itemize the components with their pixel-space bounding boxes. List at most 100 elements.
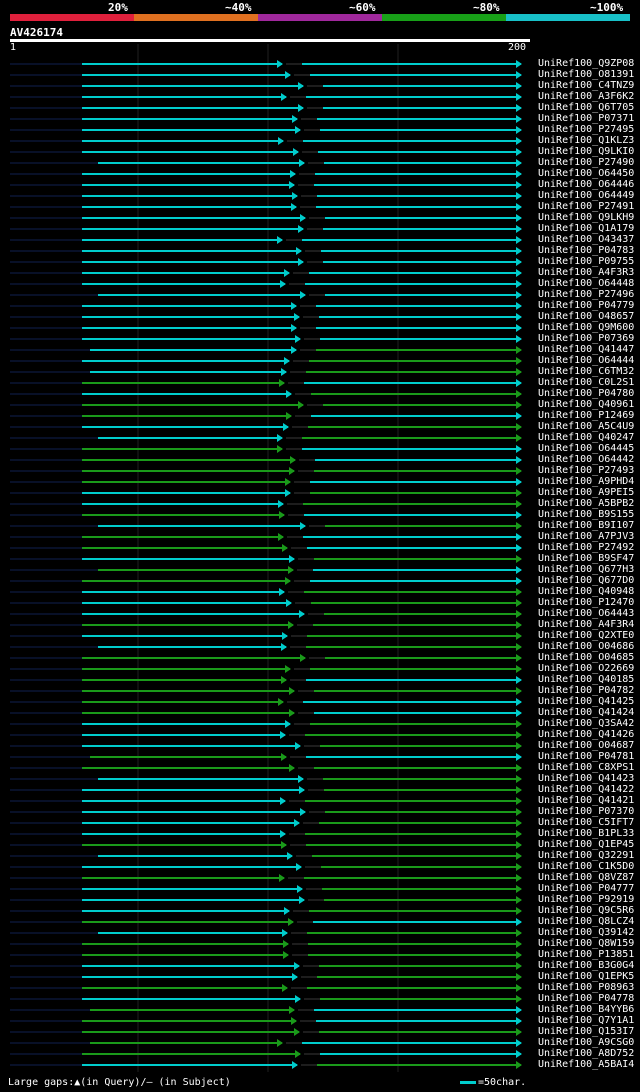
hit-label[interactable]: UniRef100_A9CSG0 xyxy=(538,1037,635,1048)
hit-label[interactable]: UniRef100_A4F3R4 xyxy=(538,619,635,630)
hit-label[interactable]: UniRef100_C0L2S1 xyxy=(538,377,635,388)
hit-label[interactable]: UniRef100_Q41423 xyxy=(538,773,635,784)
hit-label[interactable]: UniRef100_O04686 xyxy=(538,641,635,652)
hit-label[interactable]: UniRef100_Q1EP45 xyxy=(538,839,635,850)
hit-label[interactable]: UniRef100_B3G0G4 xyxy=(538,960,635,971)
hit-label[interactable]: UniRef100_P04783 xyxy=(538,245,635,256)
hit-label[interactable]: UniRef100_Q40247 xyxy=(538,432,635,443)
hit-label[interactable]: UniRef100_P08963 xyxy=(538,982,635,993)
hit-label[interactable]: UniRef100_P04782 xyxy=(538,685,635,696)
hit-label[interactable]: UniRef100_O81391 xyxy=(538,69,635,80)
hit-label[interactable]: UniRef100_Q8W159 xyxy=(538,938,635,949)
hit-label[interactable]: UniRef100_P27495 xyxy=(538,124,635,135)
hit-label[interactable]: UniRef100_P27492 xyxy=(538,542,635,553)
hit-label[interactable]: UniRef100_Q6T705 xyxy=(538,102,635,113)
hit-label[interactable]: UniRef100_O64442 xyxy=(538,454,635,465)
hit-label[interactable]: UniRef100_C8XPS1 xyxy=(538,762,635,773)
hit-label[interactable]: UniRef100_Q40185 xyxy=(538,674,635,685)
hit-label[interactable]: UniRef100_O64448 xyxy=(538,278,635,289)
hit-label[interactable]: UniRef100_B4YYB6 xyxy=(538,1004,635,1015)
hit-label[interactable]: UniRef100_P09755 xyxy=(538,256,635,267)
hit-label[interactable]: UniRef100_A8D752 xyxy=(538,1048,635,1059)
hit-label[interactable]: UniRef100_P12470 xyxy=(538,597,635,608)
hit-label[interactable]: UniRef100_P04777 xyxy=(538,883,635,894)
hit-label[interactable]: UniRef100_Q9LKI0 xyxy=(538,146,635,157)
hit-label[interactable]: UniRef100_O43437 xyxy=(538,234,635,245)
hit-label[interactable]: UniRef100_Q32291 xyxy=(538,850,635,861)
hit-label[interactable]: UniRef100_O22669 xyxy=(538,663,635,674)
hit-label[interactable]: UniRef100_B9S155 xyxy=(538,509,635,520)
hit-label[interactable]: UniRef100_P04780 xyxy=(538,388,635,399)
hit-label[interactable]: UniRef100_Q677H3 xyxy=(538,564,635,575)
hit-label[interactable]: UniRef100_A9PEI5 xyxy=(538,487,635,498)
hit-label[interactable]: UniRef100_P92919 xyxy=(538,894,635,905)
hit-label[interactable]: UniRef100_Q41422 xyxy=(538,784,635,795)
hit-label[interactable]: UniRef100_P27493 xyxy=(538,465,635,476)
segment-end-arrow xyxy=(516,984,522,992)
hit-label[interactable]: UniRef100_Q40961 xyxy=(538,399,635,410)
legend-segment xyxy=(258,14,382,21)
hit-label[interactable]: UniRef100_Q8VZ87 xyxy=(538,872,635,883)
hit-label[interactable]: UniRef100_P07369 xyxy=(538,333,635,344)
hit-label[interactable]: UniRef100_Q2XTE0 xyxy=(538,630,635,641)
hit-label[interactable]: UniRef100_Q1EPK5 xyxy=(538,971,635,982)
hit-label[interactable]: UniRef100_Q8LCZ4 xyxy=(538,916,635,927)
hit-label[interactable]: UniRef100_C1K5D0 xyxy=(538,861,635,872)
segment-end-arrow xyxy=(285,478,291,486)
segment-end-arrow xyxy=(284,357,290,365)
hit-label[interactable]: UniRef100_P27490 xyxy=(538,157,635,168)
hit-label[interactable]: UniRef100_A5BPB2 xyxy=(538,498,635,509)
hit-label[interactable]: UniRef100_A3F6K2 xyxy=(538,91,635,102)
hit-label[interactable]: UniRef100_P27491 xyxy=(538,201,635,212)
hit-label[interactable]: UniRef100_Q9LKH9 xyxy=(538,212,635,223)
hit-label[interactable]: UniRef100_P07371 xyxy=(538,113,635,124)
hit-label[interactable]: UniRef100_A5BAI4 xyxy=(538,1059,635,1070)
hit-label[interactable]: UniRef100_Q41425 xyxy=(538,696,635,707)
hit-label[interactable]: UniRef100_B9I107 xyxy=(538,520,635,531)
hit-label[interactable]: UniRef100_O64445 xyxy=(538,443,635,454)
hit-label[interactable]: UniRef100_Q9M600 xyxy=(538,322,635,333)
hit-label[interactable]: UniRef100_O64449 xyxy=(538,190,635,201)
hit-label[interactable]: UniRef100_Q41424 xyxy=(538,707,635,718)
hit-label[interactable]: UniRef100_Q41421 xyxy=(538,795,635,806)
hit-label[interactable]: UniRef100_C6TM32 xyxy=(538,366,635,377)
hit-label[interactable]: UniRef100_O64450 xyxy=(538,168,635,179)
hit-label[interactable]: UniRef100_P07370 xyxy=(538,806,635,817)
hit-label[interactable]: UniRef100_O64446 xyxy=(538,179,635,190)
hit-label[interactable]: UniRef100_Q39142 xyxy=(538,927,635,938)
hit-label[interactable]: UniRef100_A5C4U9 xyxy=(538,421,635,432)
hit-label[interactable]: UniRef100_A4F3R3 xyxy=(538,267,635,278)
hit-label[interactable]: UniRef100_P13851 xyxy=(538,949,635,960)
hit-label[interactable]: UniRef100_O64443 xyxy=(538,608,635,619)
hit-label[interactable]: UniRef100_P04781 xyxy=(538,751,635,762)
hit-label[interactable]: UniRef100_Q41426 xyxy=(538,729,635,740)
hit-label[interactable]: UniRef100_B1PL33 xyxy=(538,828,635,839)
hit-label[interactable]: UniRef100_Q40948 xyxy=(538,586,635,597)
hit-label[interactable]: UniRef100_Q9ZP08 xyxy=(538,58,635,69)
hit-label[interactable]: UniRef100_P27496 xyxy=(538,289,635,300)
segment-end-arrow xyxy=(516,731,522,739)
hit-label[interactable]: UniRef100_Q677D0 xyxy=(538,575,635,586)
hit-label[interactable]: UniRef100_A9PHD4 xyxy=(538,476,635,487)
hit-label[interactable]: UniRef100_B9SF47 xyxy=(538,553,635,564)
hit-label[interactable]: UniRef100_P12469 xyxy=(538,410,635,421)
hit-label[interactable]: UniRef100_Q1KLZ3 xyxy=(538,135,635,146)
hit-label[interactable]: UniRef100_Q1A179 xyxy=(538,223,635,234)
segment-end-arrow xyxy=(284,269,290,277)
hit-label[interactable]: UniRef100_Q3SA42 xyxy=(538,718,635,729)
hit-label[interactable]: UniRef100_P04779 xyxy=(538,300,635,311)
hit-label[interactable]: UniRef100_O64444 xyxy=(538,355,635,366)
hit-label[interactable]: UniRef100_O04687 xyxy=(538,740,635,751)
hit-label[interactable]: UniRef100_A7PJV3 xyxy=(538,531,635,542)
hit-label[interactable]: UniRef100_Q9C5R6 xyxy=(538,905,635,916)
hit-label[interactable]: UniRef100_O04685 xyxy=(538,652,635,663)
hit-label[interactable]: UniRef100_Q153I7 xyxy=(538,1026,635,1037)
hit-label[interactable]: UniRef100_Q7Y1A1 xyxy=(538,1015,635,1026)
hit-label[interactable]: UniRef100_C5IFT7 xyxy=(538,817,635,828)
hit-label[interactable]: UniRef100_O48657 xyxy=(538,311,635,322)
hit-label[interactable]: UniRef100_Q41447 xyxy=(538,344,635,355)
hit-label[interactable]: UniRef100_P04778 xyxy=(538,993,635,1004)
hit-label[interactable]: UniRef100_C4TNZ9 xyxy=(538,80,635,91)
segment-end-arrow xyxy=(516,1050,522,1058)
segment-end-arrow xyxy=(299,786,305,794)
